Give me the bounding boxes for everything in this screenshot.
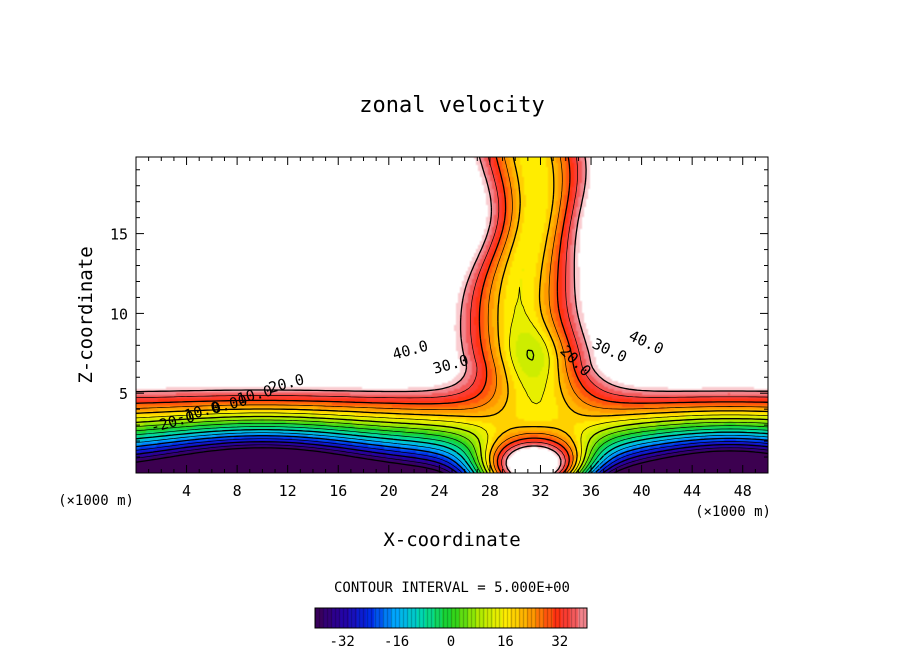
- colorbar-tick-label: -32: [330, 634, 355, 650]
- x-tick-label: 36: [582, 482, 600, 500]
- x-tick-label: 16: [329, 482, 347, 500]
- colorbar-frame: [314, 607, 588, 629]
- x-axis: 4 8 12 16 20 24 28 32 36 40 44 48: [148, 157, 756, 500]
- contour-line: [136, 286, 768, 473]
- x-tick-label: 44: [683, 482, 701, 500]
- y-axis: 5 10 15: [110, 169, 768, 458]
- y-tick-label: 10: [110, 305, 128, 323]
- contour-line: [136, 432, 768, 473]
- contour-line: [136, 157, 768, 473]
- x-tick-label: 40: [633, 482, 651, 500]
- contour-line: [136, 447, 768, 473]
- contour-line: [136, 157, 768, 473]
- contour-line: [136, 444, 768, 473]
- x-unit-left: (×1000 m): [58, 493, 134, 509]
- y-tick-label: 5: [119, 385, 128, 403]
- colorbar-ticks: -32 -16 0 16 32: [314, 607, 588, 650]
- x-tick-label: 24: [430, 482, 448, 500]
- contour-lines: [136, 157, 768, 473]
- contour-line: [136, 349, 768, 473]
- x-tick-label: 32: [531, 482, 549, 500]
- colorbar-tick-label: 0: [447, 634, 455, 650]
- contour-line: [136, 419, 768, 473]
- x-tick-label: 4: [182, 482, 191, 500]
- x-tick-label: 28: [481, 482, 499, 500]
- chart-title: zonal velocity: [359, 93, 544, 118]
- y-tick-label: 15: [110, 226, 128, 244]
- contour-line: [136, 157, 768, 473]
- contour-line: [136, 157, 768, 473]
- x-tick-label: 12: [279, 482, 297, 500]
- x-axis-label: X-coordinate: [383, 529, 520, 551]
- x-tick-label: 8: [233, 482, 242, 500]
- contour-line: [136, 157, 768, 473]
- colorbar-tick-label: 16: [497, 634, 514, 650]
- y-axis-label: Z-coordinate: [75, 246, 97, 383]
- x-tick-label: 20: [380, 482, 398, 500]
- contour-line: [136, 438, 768, 473]
- x-tick-label: 48: [734, 482, 752, 500]
- colorbar: [315, 608, 587, 628]
- contour-line: [136, 435, 768, 473]
- contour-line: [136, 428, 768, 473]
- x-unit-right: (×1000 m): [695, 504, 771, 520]
- contour-line: [136, 426, 768, 473]
- colorbar-tick-label: -16: [384, 634, 409, 650]
- contour-interval-label: CONTOUR INTERVAL = 5.000E+00: [334, 580, 570, 596]
- contour-line: [136, 422, 768, 473]
- velocity-heatmap: [136, 157, 768, 473]
- velocity-field: [136, 157, 768, 473]
- colorbar-tick-label: 32: [551, 634, 568, 650]
